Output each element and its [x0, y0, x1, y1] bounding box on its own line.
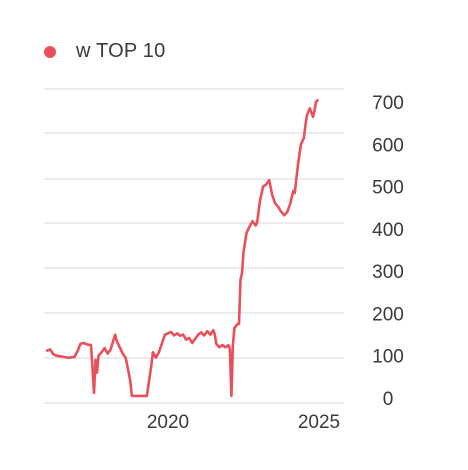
legend-marker-dot: [44, 45, 56, 58]
x-tick-label: 2020: [147, 412, 189, 433]
series-line: [45, 99, 319, 398]
y-tick-label: 100: [372, 347, 404, 368]
y-tick-label: 400: [372, 220, 404, 241]
x-tick-label: 2025: [298, 412, 340, 433]
legend: w TOP 10: [44, 40, 165, 63]
y-tick-label: 700: [372, 93, 404, 114]
x-axis-ticks: 2020 2025: [147, 412, 340, 433]
y-tick-label: 0: [383, 389, 394, 410]
y-tick-label: 200: [372, 304, 404, 325]
y-tick-label: 500: [372, 178, 404, 199]
y-tick-label: 300: [372, 262, 404, 283]
gridlines: [44, 88, 344, 404]
y-axis-ticks: 0 100 200 300 400 500 600 700: [372, 93, 404, 410]
series-layer: [45, 99, 319, 398]
y-tick-label: 600: [372, 135, 404, 156]
legend-label: w TOP 10: [76, 40, 166, 62]
